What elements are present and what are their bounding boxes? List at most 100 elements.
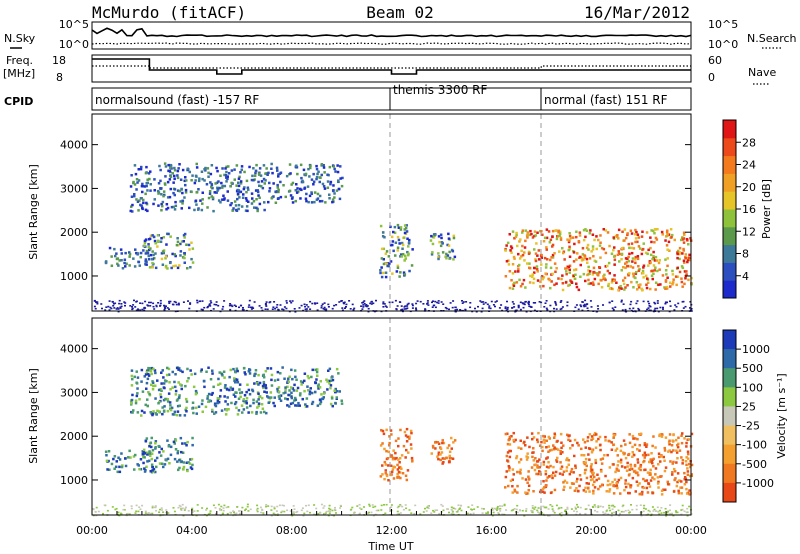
power-echo-point-noise bbox=[124, 304, 126, 307]
velocity-echo-point bbox=[527, 470, 530, 473]
velocity-echo-point bbox=[399, 428, 402, 432]
velocity-echo-point bbox=[391, 458, 395, 461]
power-colorbar-tick-label: 12 bbox=[742, 225, 756, 238]
power-echo-point-noise bbox=[621, 309, 624, 311]
power-echo-point bbox=[113, 247, 116, 251]
velocity-echo-point bbox=[439, 458, 442, 462]
power-echo-point bbox=[407, 245, 410, 248]
velocity-echo-point-noise bbox=[151, 512, 154, 515]
power-echo-point bbox=[595, 235, 598, 238]
power-colorbar-segment bbox=[723, 120, 736, 139]
power-echo-point bbox=[536, 254, 539, 257]
power-echo-point-noise bbox=[290, 301, 293, 304]
velocity-echo-point bbox=[146, 377, 150, 381]
velocity-echo-point bbox=[287, 377, 290, 380]
velocity-echo-point bbox=[448, 450, 452, 453]
power-echo-point-noise bbox=[632, 307, 635, 310]
velocity-echo-point bbox=[167, 392, 171, 395]
power-echo-point bbox=[232, 207, 235, 210]
power-echo-point-noise bbox=[602, 304, 604, 306]
velocity-echo-point-noise bbox=[621, 505, 624, 508]
velocity-echo-point bbox=[149, 470, 152, 473]
velocity-echo-point bbox=[235, 367, 239, 370]
velocity-echo-point-noise bbox=[553, 511, 556, 514]
power-echo-point bbox=[339, 177, 342, 180]
velocity-echo-point bbox=[186, 469, 189, 473]
velocity-echo-point-noise bbox=[414, 504, 417, 507]
power-echo-point-noise bbox=[647, 300, 650, 303]
velocity-echo-point bbox=[228, 388, 231, 392]
velocity-echo-point bbox=[217, 383, 220, 386]
velocity-echo-point-noise bbox=[447, 508, 449, 510]
velocity-echo-point bbox=[175, 413, 179, 417]
velocity-echo-point bbox=[619, 476, 623, 480]
power-echo-point-noise bbox=[177, 303, 180, 306]
velocity-echo-point bbox=[600, 483, 604, 486]
power-echo-point bbox=[331, 200, 334, 204]
velocity-echo-point-noise bbox=[436, 509, 439, 511]
power-echo-point-noise bbox=[648, 302, 651, 305]
power-echo-point bbox=[226, 175, 229, 178]
power-echo-point bbox=[137, 179, 141, 182]
power-echo-point bbox=[385, 250, 389, 253]
power-echo-point-noise bbox=[482, 301, 485, 303]
velocity-echo-point bbox=[143, 452, 147, 455]
velocity-echo-point bbox=[643, 451, 647, 454]
velocity-echo-point bbox=[174, 448, 178, 451]
velocity-echo-point-noise bbox=[660, 512, 663, 514]
power-echo-point-noise bbox=[352, 309, 355, 311]
velocity-echo-point bbox=[187, 377, 190, 380]
velocity-echo-point bbox=[651, 476, 654, 479]
power-echo-point bbox=[632, 286, 635, 289]
power-echo-point-noise bbox=[527, 301, 530, 303]
power-echo-point bbox=[519, 238, 522, 241]
velocity-echo-point bbox=[569, 439, 572, 443]
power-echo-point bbox=[247, 200, 250, 203]
power-echo-point-noise bbox=[118, 299, 121, 302]
power-echo-point bbox=[239, 171, 242, 174]
power-echo-point bbox=[258, 202, 262, 206]
velocity-echo-point bbox=[286, 398, 289, 401]
velocity-echo-point bbox=[541, 449, 544, 453]
velocity-echo-point bbox=[515, 455, 519, 458]
velocity-echo-point bbox=[445, 456, 448, 460]
power-echo-point bbox=[655, 259, 659, 262]
power-echo-point bbox=[665, 287, 669, 290]
power-echo-point bbox=[251, 174, 254, 178]
power-echo-point bbox=[574, 268, 578, 271]
velocity-echo-point bbox=[305, 397, 309, 400]
velocity-echo-point-noise bbox=[215, 512, 217, 515]
power-echo-point bbox=[568, 245, 571, 249]
velocity-echo-point bbox=[145, 387, 148, 390]
power-echo-point bbox=[244, 197, 248, 200]
velocity-echo-point bbox=[550, 474, 554, 477]
power-echo-point bbox=[182, 240, 185, 243]
power-echo-point bbox=[600, 286, 604, 289]
power-echo-point bbox=[431, 242, 435, 246]
power-echo-point-noise bbox=[403, 308, 406, 310]
velocity-echo-point bbox=[511, 491, 514, 494]
velocity-echo-point bbox=[686, 473, 690, 476]
power-colorbar-tick-label: 20 bbox=[742, 181, 756, 194]
power-echo-point-noise bbox=[363, 300, 366, 302]
velocity-echo-point-noise bbox=[653, 508, 656, 511]
velocity-echo-point bbox=[681, 432, 684, 435]
power-echo-point bbox=[148, 248, 151, 252]
velocity-echo-point bbox=[314, 368, 317, 372]
power-echo-point bbox=[657, 261, 661, 265]
power-echo-point-noise bbox=[589, 300, 592, 302]
velocity-echo-point bbox=[118, 458, 122, 461]
velocity-echo-point bbox=[153, 369, 157, 372]
power-echo-point-noise bbox=[669, 305, 672, 307]
power-echo-point bbox=[129, 209, 132, 213]
power-echo-point bbox=[316, 192, 320, 196]
velocity-echo-point-noise bbox=[560, 507, 563, 509]
power-echo-point-noise bbox=[233, 304, 236, 307]
power-echo-point bbox=[313, 200, 316, 204]
velocity-echo-point bbox=[289, 402, 293, 405]
freq-left-tick-top: 18 bbox=[52, 54, 66, 67]
power-echo-point bbox=[661, 274, 665, 277]
velocity-echo-point bbox=[561, 473, 564, 476]
power-echo-point bbox=[137, 260, 141, 264]
power-echo-point-noise bbox=[451, 306, 454, 309]
